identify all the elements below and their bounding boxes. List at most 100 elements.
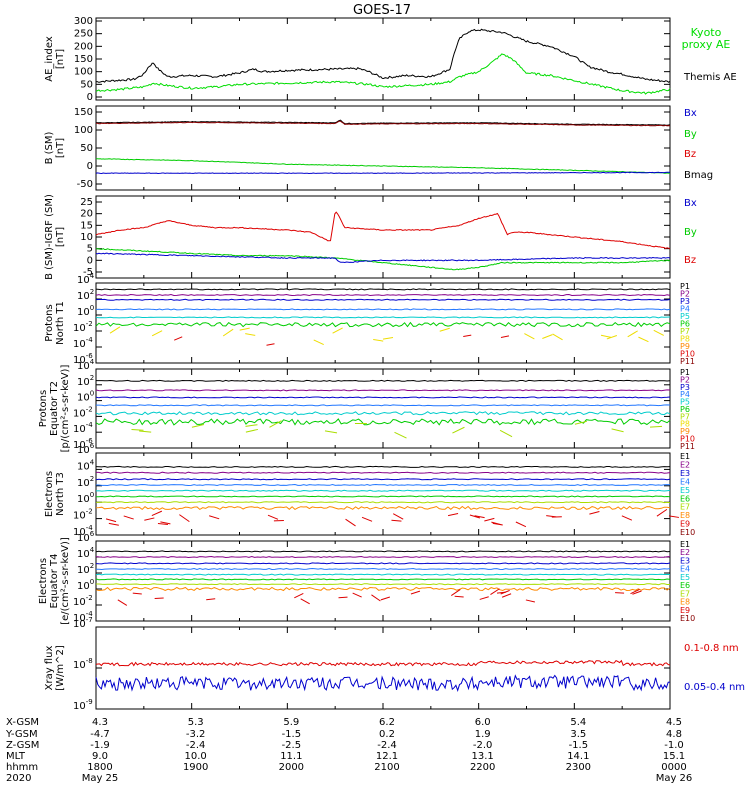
y-tick-label: 10-2 [73,405,93,419]
channel-line [95,550,671,553]
channel-fragment [151,510,163,516]
y-tick-label: 150 [74,54,93,65]
ephemeris-value: 13.1 [472,751,494,762]
channel-line [95,321,671,328]
channel-line [95,495,671,498]
panel-8: 10-7 10-8 10-9 Xray flux [W/m^2] 0.1-0.8 nm 0.… [44,616,745,712]
ephemeris-value: 6.0 [475,717,491,728]
channel-fragment [627,330,638,338]
y-axis-label: Equator T4 [49,554,60,609]
channel-fragment [452,426,465,434]
channel-fragment [394,431,407,439]
legend-entry: Kyoto [691,26,722,39]
channel-fragment [382,337,394,340]
legend-entry: P10 [680,434,695,443]
y-axis-label: Electrons [38,558,49,604]
panel-frame [95,626,671,710]
y-tick-label: 10-4 [73,336,93,350]
channel-fragment [108,522,119,526]
legend-entry: P3 [680,297,690,306]
ephemeris-value: -4.7 [90,729,110,740]
channel-line [96,404,671,407]
y-tick-label: 100 [77,578,94,592]
channel-fragment [245,424,258,427]
channel-line [95,562,671,565]
panel-frame [95,452,671,536]
ephemeris-value: 0000 [661,762,686,773]
legend-entry: Bx [684,108,697,119]
panel-7: 106 104 102 100 10-2 10-4 Electrons Equator T4[… [38,530,695,625]
channel-fragment [632,590,642,595]
legend-entry: E3 [680,556,690,565]
channel-fragment [589,510,600,515]
legend-entry: E2 [680,548,690,557]
channel-fragment [332,327,343,334]
legend-entry: P8 [680,420,690,429]
ephemeris-value: 5.4 [570,717,586,728]
channel-fragment [294,592,304,599]
ephemeris-value: May 25 [82,773,119,784]
ephemeris-value: -1.5 [282,729,302,740]
ephemeris-value: -2.4 [186,740,206,751]
y-tick-label: 25 [80,197,93,208]
channel-fragment [469,514,481,519]
channel-fragment [361,516,373,522]
legend-entry: P9 [680,427,690,436]
y-tick-label: 15 [80,220,93,231]
channel-fragment [552,333,563,341]
series-line [95,53,671,95]
legend-entry: E7 [680,589,690,598]
legend-entry: Bz [684,255,696,266]
channel-line [95,418,671,426]
y-axis-label: North T1 [55,301,66,345]
channel-line [95,288,671,291]
y-tick-label: 100 [77,491,94,505]
channel-line [96,583,670,586]
series-line [96,158,671,174]
legend-entry: E5 [680,486,690,495]
xray-series-line [95,659,671,667]
channel-fragment [191,424,205,428]
ephemeris-value: 14.1 [567,751,589,762]
legend-entry: P6 [680,319,690,328]
ephemeris-value: May 26 [656,773,693,784]
y-axis-label: Electrons [44,471,55,517]
channel-fragment [484,517,495,522]
channel-fragment [313,339,324,346]
panel-frame [95,105,671,191]
channel-line [95,578,671,581]
y-tick-label: -5 [83,267,93,278]
channel-fragment [269,420,282,428]
channel-fragment [499,429,513,438]
y-axis-label: [p/(cm²-s-sr-keV)] [60,365,71,453]
legend-entry: 0.1-0.8 nm [684,643,739,654]
channel-fragment [638,336,649,343]
channel-line [95,489,671,492]
channel-line [96,483,671,487]
channel-fragment [542,334,553,339]
channel-fragment [132,592,142,595]
panel-frame [95,540,671,622]
legend-entry: P1 [680,368,690,377]
channel-fragment [501,593,512,598]
y-tick-label: 106 [77,530,95,544]
channel-fragment [117,599,128,606]
ephemeris-value: -1.9 [90,740,110,751]
channel-fragment [209,515,220,520]
channel-line [95,573,671,576]
legend-entry: P11 [680,442,695,451]
ephemeris-value: 3.5 [570,729,586,740]
channel-fragment [656,508,668,517]
channel-fragment [451,589,461,596]
ephemeris-value: -2.4 [377,740,397,751]
channel-fragment [371,594,381,602]
legend-entry: E2 [680,460,690,469]
y-tick-label: 104 [77,272,95,286]
y-tick-label: 5 [87,244,93,255]
panel-frame [95,17,671,101]
channel-line [95,389,671,392]
legend-entry: P6 [680,405,690,414]
channel-fragment [267,514,279,520]
